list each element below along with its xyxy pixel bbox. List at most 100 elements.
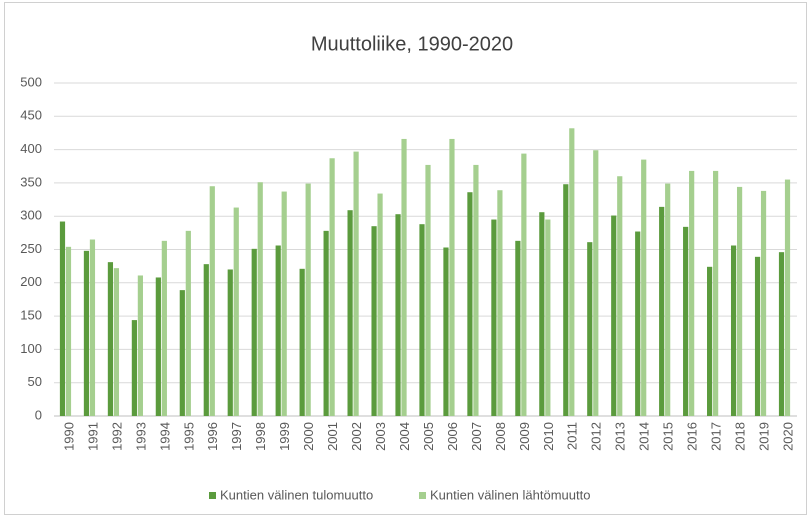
x-tick-label: 2008 (493, 422, 508, 451)
x-tick-label: 1994 (157, 422, 172, 451)
x-tick-label: 2011 (565, 422, 580, 450)
x-tick-label: 2000 (301, 422, 316, 451)
x-tick-label: 2013 (613, 422, 628, 451)
bar (689, 170, 695, 416)
bar (281, 191, 287, 416)
bar (539, 212, 545, 416)
bar (251, 248, 257, 416)
x-tick-label: 1998 (253, 422, 268, 451)
bar (161, 240, 167, 416)
bar (587, 242, 593, 416)
bar (545, 219, 551, 416)
bar (329, 158, 335, 416)
x-tick-label: 2014 (637, 422, 652, 451)
bar (65, 246, 72, 416)
bar (59, 221, 66, 416)
bar (305, 183, 311, 416)
y-tick-label: 150 (20, 308, 42, 323)
legend-label: Kuntien välinen lähtömuutto (430, 487, 590, 502)
bar (401, 138, 407, 416)
bar (179, 290, 185, 416)
bar (353, 151, 359, 416)
bar (137, 275, 143, 416)
x-tick-label: 2019 (756, 422, 771, 451)
x-tick-label: 1992 (109, 422, 124, 451)
bar (443, 247, 449, 416)
x-tick-label: 2003 (373, 422, 388, 451)
x-tick-label: 1996 (205, 422, 220, 451)
x-tick-label: 1990 (61, 422, 76, 451)
bar (659, 206, 665, 416)
bar (257, 182, 263, 416)
bar (491, 219, 497, 416)
y-tick-label: 50 (28, 374, 42, 389)
bar (784, 179, 791, 416)
bar (617, 176, 623, 416)
bar (131, 320, 137, 416)
bar (371, 226, 377, 416)
bar (707, 266, 713, 416)
bar (665, 183, 671, 416)
bar (683, 226, 689, 416)
bar (713, 170, 719, 416)
bar (425, 164, 431, 416)
x-tick-label: 2002 (349, 422, 364, 451)
bar (635, 231, 641, 416)
bar (467, 192, 473, 416)
bar (497, 190, 503, 416)
x-tick-label: 2016 (685, 422, 700, 451)
x-tick-label: 2007 (469, 422, 484, 451)
bar (83, 250, 90, 416)
x-tick-label: 1999 (277, 422, 292, 451)
y-tick-label: 100 (20, 341, 42, 356)
bar (203, 264, 209, 416)
bar (299, 268, 305, 416)
bar (515, 240, 521, 416)
y-tick-label: 350 (20, 174, 42, 189)
bar (185, 230, 191, 416)
bar (521, 153, 527, 416)
bar (611, 215, 617, 416)
chart-title: Muuttoliike, 1990-2020 (311, 33, 513, 55)
x-tick-label: 2009 (517, 422, 532, 451)
y-tick-label: 450 (20, 108, 42, 123)
legend-swatch (419, 492, 426, 499)
x-tick-label: 2015 (661, 422, 676, 451)
x-tick-label: 2018 (733, 422, 748, 451)
bar (209, 186, 215, 416)
bar (89, 239, 96, 416)
x-tick-label: 2012 (589, 422, 604, 451)
bar (563, 184, 569, 416)
x-tick-label: 2004 (397, 422, 412, 451)
y-tick-label: 500 (20, 74, 42, 89)
bar (569, 128, 575, 416)
bar (449, 138, 455, 416)
bar (641, 159, 647, 416)
bar (275, 245, 281, 416)
x-tick-label: 1995 (181, 422, 196, 451)
bar (730, 245, 737, 416)
bar (754, 256, 761, 416)
bar (778, 252, 785, 416)
bar (473, 164, 479, 416)
x-tick-label: 1993 (133, 422, 148, 451)
y-tick-label: 0 (35, 407, 42, 422)
y-tick-label: 300 (20, 208, 42, 223)
y-tick-label: 400 (20, 141, 42, 156)
bar (347, 210, 353, 416)
bar (233, 207, 239, 416)
legend-label: Kuntien välinen tulomuutto (220, 487, 373, 502)
x-tick-label: 2005 (421, 422, 436, 451)
bar (395, 214, 401, 416)
bar (760, 190, 767, 416)
x-tick-label: 1997 (229, 422, 244, 451)
legend-swatch (209, 492, 216, 499)
bar (107, 262, 114, 416)
bar (377, 193, 383, 416)
x-tick-label: 2020 (780, 422, 795, 451)
x-tick-label: 2006 (445, 422, 460, 451)
bar (736, 186, 743, 416)
bar (419, 224, 425, 416)
bar (113, 268, 120, 416)
